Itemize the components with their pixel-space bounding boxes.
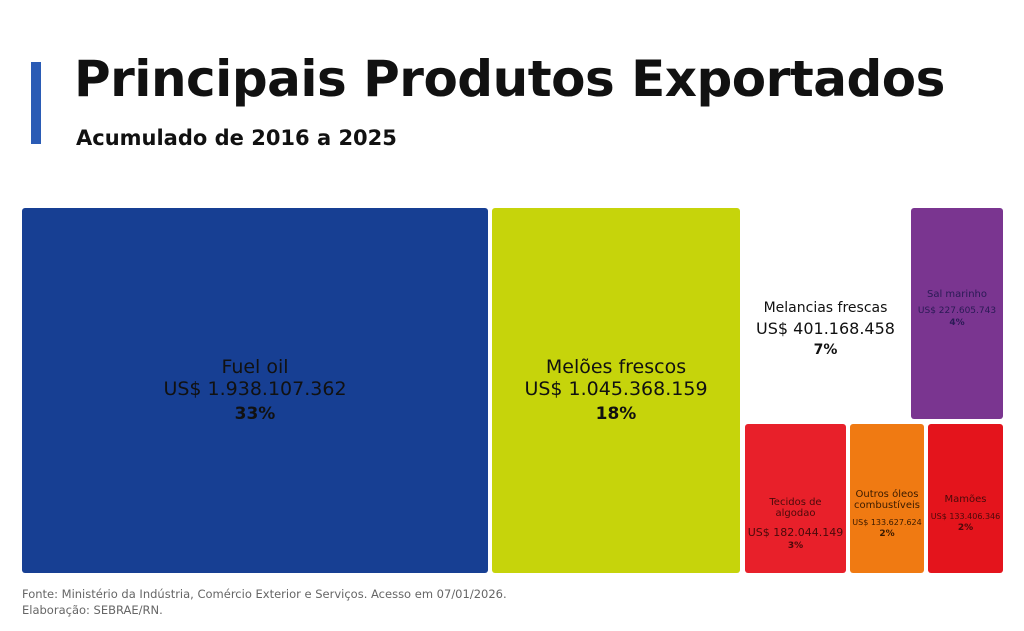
tile-value: US$ 227.605.743 [917,306,997,317]
tile-label: Melões frescos [545,355,687,378]
tile-value: US$ 182.044.149 [747,525,844,539]
tile-label: Sal marinho [927,288,987,300]
tile-percent: 7% [813,341,838,358]
tile-label: Tecidos de algodao [769,496,822,520]
tile-outros-oleos-combustiveis: Outros óleos combustíveis US$ 133.627.62… [850,424,924,573]
tile-tecidos-de-algodao: Tecidos de algodao US$ 182.044.149 3% [745,424,846,573]
tile-value: US$ 133.406.346 [930,511,1001,521]
tile-value: US$ 1.938.107.362 [163,378,347,401]
tile-label: Melancias frescas [763,300,888,317]
tile-meloes-frescos: Melões frescos US$ 1.045.368.159 18% [492,208,740,573]
tile-percent: 18% [595,404,637,425]
tile-value: US$ 1.045.368.159 [524,378,708,401]
tile-fuel-oil: Fuel oil US$ 1.938.107.362 33% [22,208,488,573]
chart-title: Principais Produtos Exportados [74,50,945,108]
tile-percent: 3% [787,540,804,551]
tile-mamoes: Mamões US$ 133.406.346 2% [928,424,1003,573]
tile-value: US$ 133.627.624 [852,517,922,527]
tile-percent: 4% [949,318,965,329]
accent-bar [31,62,41,144]
tile-percent: 2% [957,522,974,533]
tile-label: Fuel oil [221,355,289,378]
source-text: Fonte: Ministério da Indústria, Comércio… [22,587,507,601]
tile-value: US$ 401.168.458 [756,318,895,338]
tile-label: Outros óleos combustíveis [853,488,920,512]
tile-percent: 33% [234,404,276,425]
tile-sal-marinho: Sal marinho US$ 227.605.743 4% [911,208,1003,419]
tile-percent: 2% [879,528,895,539]
credit-text: Elaboração: SEBRAE/RN. [22,603,163,617]
tile-melancias-frescas: Melancias frescas US$ 401.168.458 7% [744,208,907,420]
source-note: Fonte: Ministério da Indústria, Comércio… [22,586,507,618]
chart-subtitle: Acumulado de 2016 a 2025 [76,126,397,150]
tile-label: Mamões [944,494,987,506]
